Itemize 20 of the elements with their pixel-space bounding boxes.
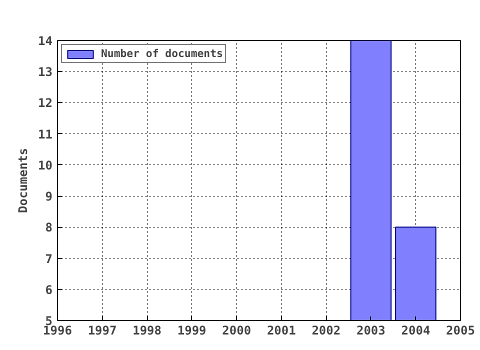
x-tick-label: 2004 [401, 324, 430, 338]
x-tick-label: 1998 [132, 324, 162, 338]
y-tick-label: 10 [38, 158, 53, 172]
legend-label: Number of documents [101, 47, 223, 60]
x-tick-label: 2001 [266, 324, 296, 338]
y-tick-label: 11 [38, 127, 53, 142]
x-tick-label: 2005 [446, 324, 475, 338]
y-tick-label: 6 [45, 282, 53, 297]
x-tick-label: 2000 [222, 324, 252, 338]
y-tick-label: 8 [45, 220, 53, 235]
y-tick-label: 14 [38, 34, 53, 48]
y-tick-label: 13 [38, 65, 53, 80]
y-tick-label: 9 [45, 190, 53, 204]
x-tick-label: 2002 [312, 324, 341, 338]
x-tick-label: 2003 [356, 324, 386, 338]
y-tick-label: 7 [45, 252, 53, 266]
x-tick-label: 1997 [88, 324, 117, 338]
y-axis-title: Documents [16, 148, 30, 214]
y-tick-label: 12 [38, 96, 53, 110]
x-tick-label: 1999 [177, 324, 206, 338]
